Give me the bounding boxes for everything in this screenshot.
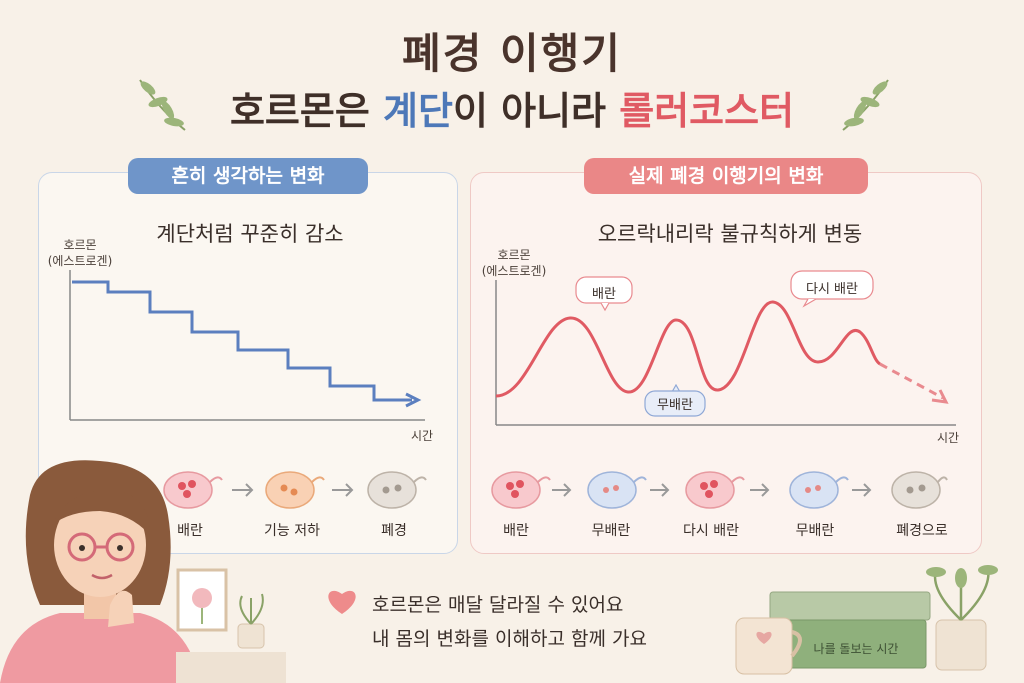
right-y-axis-label: 호르몬 (에스트로겐) — [472, 247, 556, 279]
wave-line — [495, 300, 881, 398]
page-title: 폐경 이행기 — [402, 29, 622, 78]
left-heading: 계단처럼 꾸준히 감소 — [156, 222, 344, 246]
stair-line — [72, 280, 412, 402]
subtitle-stairs: 계단 — [383, 89, 453, 133]
left-stage-2: 기능 저하 — [264, 523, 320, 539]
right-y-axis-line1: 호르몬 — [497, 248, 531, 262]
wave-chart — [495, 280, 956, 426]
ovary-ovulation-icon — [163, 471, 223, 509]
page-subtitle: 호르몬은 계단이 아니라 롤러코스터 — [0, 80, 1024, 135]
arrow-right-icon — [852, 483, 872, 497]
left-y-axis-line1: 호르몬 — [63, 238, 97, 252]
arrow-right-icon — [332, 483, 354, 497]
left-y-axis-label: 호르몬 (에스트로겐) — [40, 237, 120, 269]
heart-icon — [328, 590, 356, 614]
right-ovary-sequence — [491, 471, 948, 509]
ovary-ovulation-again-icon — [685, 471, 745, 509]
left-stage-1: 배란 — [177, 523, 203, 539]
book-title: 나를 돌보는 시간 — [813, 642, 899, 656]
leaf-branch-left-icon — [139, 79, 186, 131]
bubble-anovulation-shape — [644, 384, 706, 417]
arrow-right-icon — [552, 483, 572, 497]
right-stage-2: 무배란 — [591, 523, 631, 539]
subtitle-rollercoaster: 롤러코스터 — [619, 89, 795, 133]
left-x-axis-label: 시간 — [410, 429, 434, 443]
bubble-again-shape — [790, 270, 874, 308]
arrow-right-icon — [232, 483, 254, 497]
right-stage-1: 배란 — [503, 523, 529, 539]
right-heading: 오르락내리락 불규칙하게 변동 — [597, 222, 863, 246]
wave-arrow-icon — [931, 389, 949, 404]
stair-arrow-icon — [405, 392, 422, 408]
right-x-axis-label: 시간 — [936, 431, 960, 445]
right-stage-4: 무배란 — [795, 523, 835, 539]
left-stage-3: 폐경 — [381, 523, 407, 539]
arrow-right-icon — [750, 483, 770, 497]
subtitle-part3: 이 아니라 — [452, 89, 620, 133]
right-stage-5: 폐경으로 — [896, 523, 948, 539]
bubble-again: 다시 배란 — [806, 282, 858, 297]
ovary-anovulation-icon — [587, 471, 647, 509]
bubble-anovulation: 무배란 — [657, 398, 693, 413]
frame-and-plant-illustration — [176, 568, 286, 683]
pill-common-belief: 흔히 생각하는 변화 — [128, 158, 368, 194]
ovary-ovulation-icon — [491, 471, 551, 509]
ovary-declining-icon — [265, 471, 325, 509]
leaf-branch-right-icon — [842, 79, 889, 131]
subtitle-part1: 호르몬은 — [229, 89, 384, 133]
arrow-right-icon — [650, 483, 670, 497]
bubble-ovulation-shape — [575, 276, 633, 312]
pill-actual-change: 실제 폐경 이행기의 변화 — [584, 158, 868, 194]
wave-dashed-tail — [879, 362, 944, 400]
left-ovary-sequence — [163, 471, 427, 509]
ovary-menopause-icon — [367, 471, 427, 509]
left-y-axis-line2: (에스트로겐) — [47, 254, 113, 268]
message-line-2: 내 몸의 변화를 이해하고 함께 가요 — [372, 628, 647, 650]
right-y-axis-line2: (에스트로겐) — [481, 264, 547, 278]
ovary-menopause-icon — [891, 471, 948, 509]
right-stage-3: 다시 배란 — [683, 523, 739, 539]
cup-books-plant-illustration — [735, 565, 998, 675]
message-line-1: 호르몬은 매달 달라질 수 있어요 — [372, 594, 624, 616]
woman-thinking-illustration — [0, 460, 200, 683]
bubble-ovulation: 배란 — [592, 287, 616, 302]
ovary-anovulation-icon — [789, 471, 849, 509]
stair-chart — [69, 270, 425, 421]
